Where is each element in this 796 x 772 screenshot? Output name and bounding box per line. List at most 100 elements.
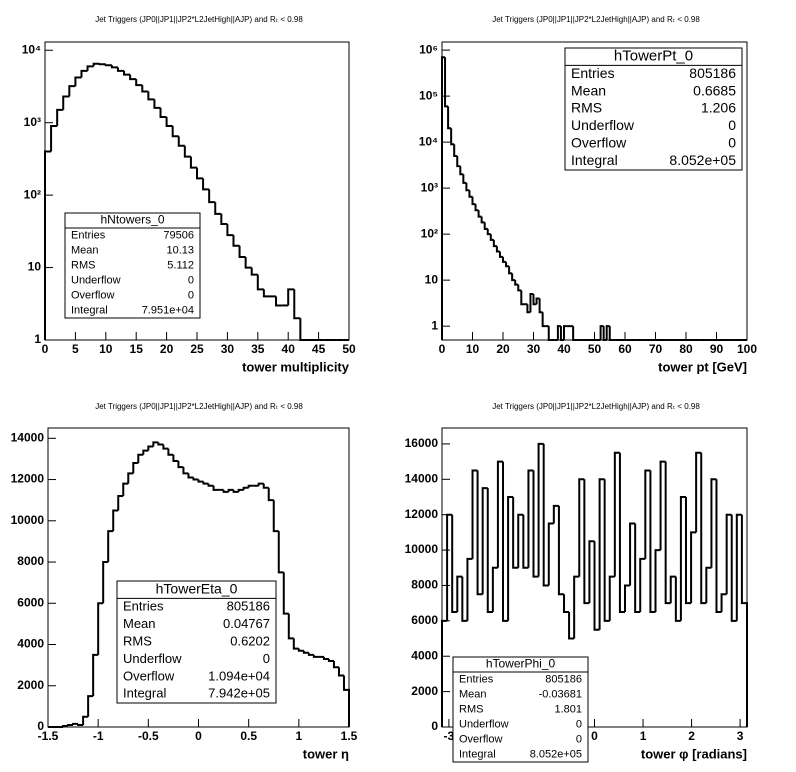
stats-value: 5.112 — [167, 259, 194, 271]
stats-label: Entries — [459, 673, 494, 685]
histogram-bin — [226, 223, 234, 237]
histogram-bin — [557, 505, 565, 596]
histogram-bin — [466, 557, 473, 621]
histogram-bin — [450, 128, 455, 146]
histogram-bin — [275, 296, 283, 307]
histogram-bin — [302, 650, 309, 654]
y-tick-label: 4000 — [17, 637, 44, 651]
stats-label: RMS — [571, 100, 602, 116]
x-tick-label: -1 — [93, 729, 104, 743]
histogram-bin — [110, 65, 118, 69]
stats-label: Integral — [71, 304, 108, 316]
histogram-bin — [62, 724, 69, 727]
stats-label: Underflow — [71, 274, 121, 286]
stats-label: Overflow — [459, 733, 502, 745]
histogram-bin — [307, 652, 314, 656]
stats-value: 8.052e+05 — [530, 748, 582, 760]
stats-label: Mean — [459, 688, 487, 700]
histogram-bin — [129, 74, 137, 81]
stats-value: 8.052e+05 — [669, 152, 736, 168]
histogram-bin — [573, 575, 580, 639]
histogram-bin — [242, 486, 249, 490]
histogram-bin — [492, 239, 497, 248]
y-tick-label: 10² — [421, 226, 438, 240]
histogram-bin — [529, 292, 534, 313]
histogram-bin — [659, 460, 666, 551]
x-tick-label: 50 — [342, 342, 356, 356]
y-tick-label: 1 — [431, 318, 438, 332]
histogram-bin — [461, 576, 468, 622]
histogram-bin — [272, 500, 279, 533]
histogram-bin — [299, 318, 307, 341]
stats-label: Integral — [571, 152, 618, 168]
y-tick-label: 0 — [431, 719, 438, 733]
stats-value: 0 — [188, 274, 194, 286]
histogram-bin — [220, 213, 228, 225]
histogram-bin — [337, 667, 344, 677]
histogram-bin — [214, 202, 222, 215]
x-tick-label: 0 — [42, 342, 49, 356]
histogram-bin — [541, 312, 546, 328]
histogram-bin — [695, 451, 702, 533]
stats-value: 0 — [576, 733, 582, 745]
histogram-bin — [608, 326, 613, 341]
histogram-bin — [456, 155, 461, 168]
histogram-bin — [182, 467, 189, 475]
y-tick-label: 12000 — [11, 472, 45, 486]
histogram-bin — [183, 145, 191, 158]
histogram-bin — [257, 482, 264, 486]
histogram-bin — [56, 108, 64, 127]
histogram-bin — [568, 612, 575, 640]
histogram-bin — [117, 495, 124, 511]
histogram-bin — [104, 64, 112, 67]
x-axis-label: tower pt [GeV] — [658, 359, 747, 374]
histogram-bin — [465, 182, 470, 192]
histogram-bin — [602, 326, 607, 341]
histogram-bin — [192, 477, 199, 481]
histogram-bin — [141, 85, 149, 93]
stats-label: Overflow — [71, 289, 114, 301]
histogram-bin — [327, 658, 334, 663]
histogram-bin — [322, 656, 329, 660]
histogram-bin — [725, 513, 732, 595]
x-tick-label: 60 — [618, 342, 632, 356]
histogram-bin — [613, 451, 620, 577]
x-tick-label: 5 — [72, 342, 79, 356]
histogram-bin — [232, 489, 239, 493]
histogram-bin — [167, 448, 174, 456]
stats-label: Underflow — [571, 117, 635, 133]
histogram-bin — [147, 445, 154, 451]
stats-box — [116, 580, 277, 704]
histogram-bin — [196, 167, 204, 180]
x-tick-label: 40 — [282, 342, 296, 356]
histogram-bin — [171, 126, 179, 138]
x-axis-label: tower η — [303, 746, 349, 761]
histogram-bin — [165, 116, 173, 128]
chart-title: Jet Triggers (JP0||JP1||JP2*L2JetHigh||A… — [492, 402, 700, 411]
histogram-bin — [332, 661, 339, 669]
stats-label: RMS — [459, 703, 483, 715]
histogram-bin — [486, 228, 491, 236]
stats-value: 1.206 — [701, 100, 736, 116]
histogram-bin — [287, 613, 294, 640]
histogram-bin — [250, 267, 258, 276]
histogram-bin — [112, 509, 119, 532]
histogram-bin — [247, 484, 254, 488]
histogram-bin — [538, 298, 543, 314]
histogram-bin — [262, 483, 269, 489]
stats-value: 1.094e+04 — [208, 668, 270, 683]
x-tick-label: 0.5 — [240, 729, 257, 743]
histogram-bin — [507, 496, 514, 621]
histogram-bin — [446, 513, 453, 621]
x-tick-label: 20 — [160, 342, 174, 356]
histogram-bin — [684, 497, 692, 605]
y-tick-label: 10 — [28, 260, 42, 274]
histogram-bin — [189, 156, 197, 169]
histogram-bin — [520, 290, 525, 306]
stats-label: Entries — [571, 65, 615, 81]
histogram-bin — [77, 723, 84, 726]
histogram-bin — [532, 470, 539, 578]
histogram-bin — [447, 106, 452, 130]
histogram-bin — [608, 575, 615, 621]
histogram-bin — [197, 479, 204, 483]
